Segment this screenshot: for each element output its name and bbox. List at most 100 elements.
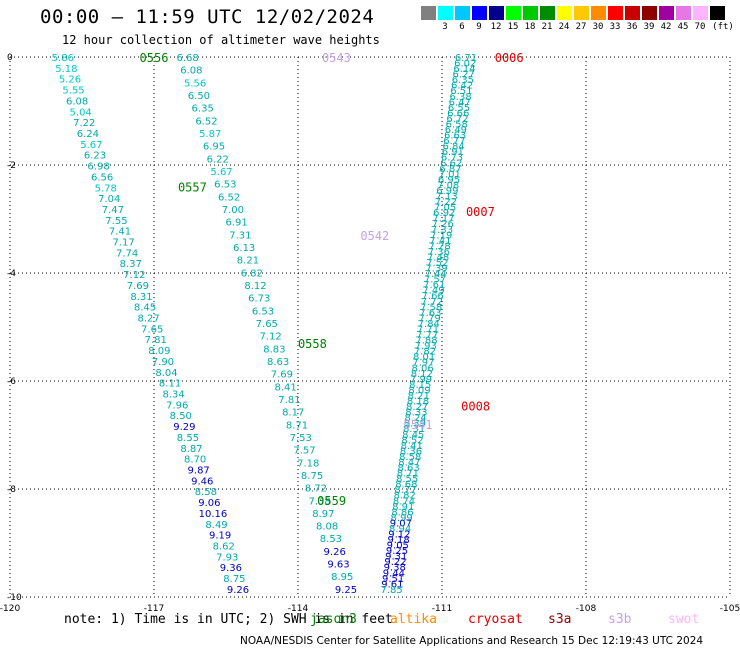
swh-value: 6.82 [241,268,263,279]
swh-value: 6.73 [441,153,463,164]
swh-value: 7.17 [112,238,134,249]
scale-swatch [540,6,555,20]
swh-value: 6.53 [214,180,236,191]
swh-value: 7.93 [216,552,238,563]
swh-value: 6.56 [91,172,113,183]
swh-value: 6.92 [433,208,455,219]
orbit-number-label: 0542 [360,229,389,243]
swh-value: 8.70 [184,455,206,466]
swh-value: 8.41 [401,441,423,452]
swh-value: 6.02 [454,59,476,70]
swh-value: 9.22 [384,557,406,568]
swh-value: 8.68 [395,480,417,491]
swh-value: 7.26 [432,219,454,230]
swh-value: 7.41 [429,236,451,247]
swh-value: 6.52 [218,192,240,203]
swh-value: 7.00 [222,205,244,216]
swh-value: 7.28 [429,241,451,252]
swh-value: 7.74 [116,248,138,259]
scale-label: 45 [677,22,689,32]
scale-label: 6 [459,22,465,32]
swh-value: 8.24 [404,413,426,424]
swh-value: 6.23 [84,151,106,162]
scale-swatch [557,6,572,20]
swh-value: 8.45 [134,303,156,314]
swh-value: 6.49 [445,125,467,136]
swh-value: 7.12 [123,270,145,281]
swh-value: 9.29 [173,422,195,433]
orbit-number-label: 0007 [466,205,495,219]
swh-value: 8.09 [408,385,430,396]
swh-value: 7.58 [420,302,442,313]
swh-value: 8.11 [159,379,181,390]
swh-value: 5.86 [52,53,74,64]
swh-value: 8.72 [305,484,327,495]
swh-value: 6.51 [450,86,472,97]
swh-value: 7.97 [412,358,434,369]
swh-value: 6.91 [225,218,247,229]
scale-label: 42 [660,22,672,32]
swh-value: 8.09 [148,346,170,357]
swh-value: 8.91 [392,502,414,513]
swh-value: 7.39 [425,264,447,275]
swh-value: 7.96 [166,400,188,411]
swh-value: 8.08 [316,522,338,533]
swh-value: 7.77 [416,330,438,341]
swh-value: 8.75 [301,471,323,482]
swh-value: 6.27 [453,70,475,81]
swh-value: 6.14 [453,64,475,75]
legend-item-altika: altika [390,612,437,627]
swh-value: 9.51 [382,574,404,585]
swh-value: 7.12 [259,332,281,343]
swh-value: 7.66 [422,291,444,302]
swh-value: 7.71 [417,324,439,335]
swh-value: 8.17 [282,408,304,419]
swh-value: 7.36 [428,247,450,258]
swh-value: 6.68 [176,53,198,64]
swh-value: 6.62 [440,158,462,169]
map-grid [9,56,731,598]
map-subtitle: 12 hour collection of altimeter wave hei… [62,33,380,47]
scale-swatch [489,6,504,20]
swh-value: 6.35 [192,104,214,115]
scale-label: 12 [490,22,502,32]
swh-value: 8.86 [391,507,413,518]
swh-value: 7.38 [308,496,330,507]
swh-value: 8.53 [320,534,342,545]
swh-value: 7.57 [293,446,315,457]
swh-value: 6.22 [207,154,229,165]
swh-value: 6.63 [444,131,466,142]
swh-value: 7.44 [425,269,447,280]
track-jason3: 5.865.185.265.556.085.047.226.245.676.23… [52,53,249,596]
scale-swatch [625,6,640,20]
lon-tick-label: -114 [288,604,309,614]
swh-value: 7.31 [229,230,251,241]
scale-label: 27 [575,22,587,32]
swh-value: 6.95 [203,142,225,153]
lon-tick-label: -117 [144,604,164,614]
swh-value: 8.71 [397,469,419,480]
swh-value: 7.17 [432,214,454,225]
swh-value: 7.53 [290,433,312,444]
scale-swatch [574,6,589,20]
scale-swatch [506,6,521,20]
lat-tick-label: -4 [7,269,16,279]
swh-value: 9.07 [390,518,412,529]
swh-value: 6.72 [446,114,468,125]
swh-value: 6.52 [195,116,217,127]
swh-value: 7.19 [430,230,452,241]
swh-value: 8.12 [244,281,266,292]
swh-value: 6.91 [442,147,464,158]
swh-value: 5.55 [62,86,84,97]
swh-value: 8.63 [267,357,289,368]
swh-value: 8.95 [331,572,353,583]
swh-value: 9.25 [386,546,408,557]
orbit-number-label: 0543 [322,51,351,65]
swh-value: 6.08 [66,96,88,107]
scale-swatch [438,6,453,20]
altimeter-tracks: 5.865.185.265.556.085.047.226.245.676.23… [52,53,477,596]
swh-value: 7.93 [415,341,437,352]
swh-value: 7.57 [424,275,446,286]
swh-value: 9.31 [385,552,407,563]
scale-swatch [608,6,623,20]
